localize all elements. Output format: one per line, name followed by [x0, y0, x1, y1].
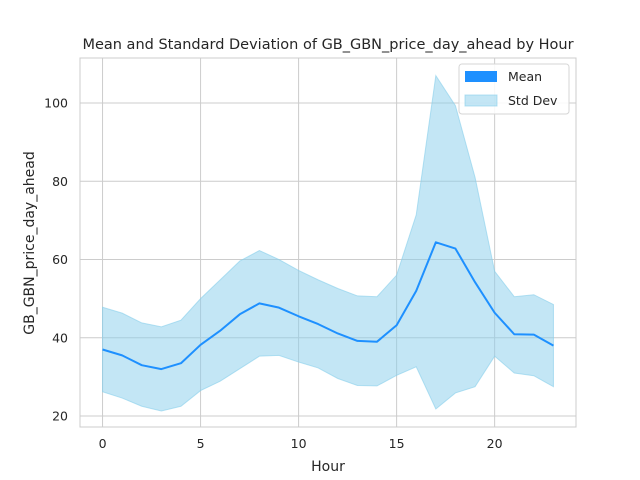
std-dev-band: [102, 74, 554, 412]
x-tick-label: 20: [487, 436, 503, 451]
x-tick-label: 0: [99, 436, 107, 451]
mean-line: [102, 241, 554, 371]
y-tick-label: 80: [52, 174, 68, 189]
x-tick-labels: 0 5 10 15 20: [99, 436, 503, 451]
legend: Mean Std Dev: [458, 63, 570, 115]
legend-swatch-std-dev: [464, 94, 498, 107]
y-tick-label: 100: [44, 96, 68, 111]
x-axis-label: Hour: [311, 459, 345, 475]
legend-label-mean: Mean: [508, 69, 542, 84]
mean-points: [102, 242, 554, 370]
y-tick-labels: 20 40 60 80 100: [44, 96, 68, 424]
x-tick-label: 5: [197, 436, 205, 451]
y-tick-label: 40: [52, 330, 68, 345]
legend-swatch-mean: [465, 71, 497, 82]
legend-label-std-dev: Std Dev: [508, 93, 558, 108]
y-tick-label: 60: [52, 252, 68, 267]
x-tick-label: 10: [291, 436, 307, 451]
plot-frame: [79, 57, 577, 428]
y-tick-label: 20: [52, 409, 68, 424]
chart-title: Mean and Standard Deviation of GB_GBN_pr…: [82, 37, 573, 53]
x-tick-label: 15: [389, 436, 405, 451]
y-axis-label: GB_GBN_price_day_ahead: [22, 151, 38, 335]
